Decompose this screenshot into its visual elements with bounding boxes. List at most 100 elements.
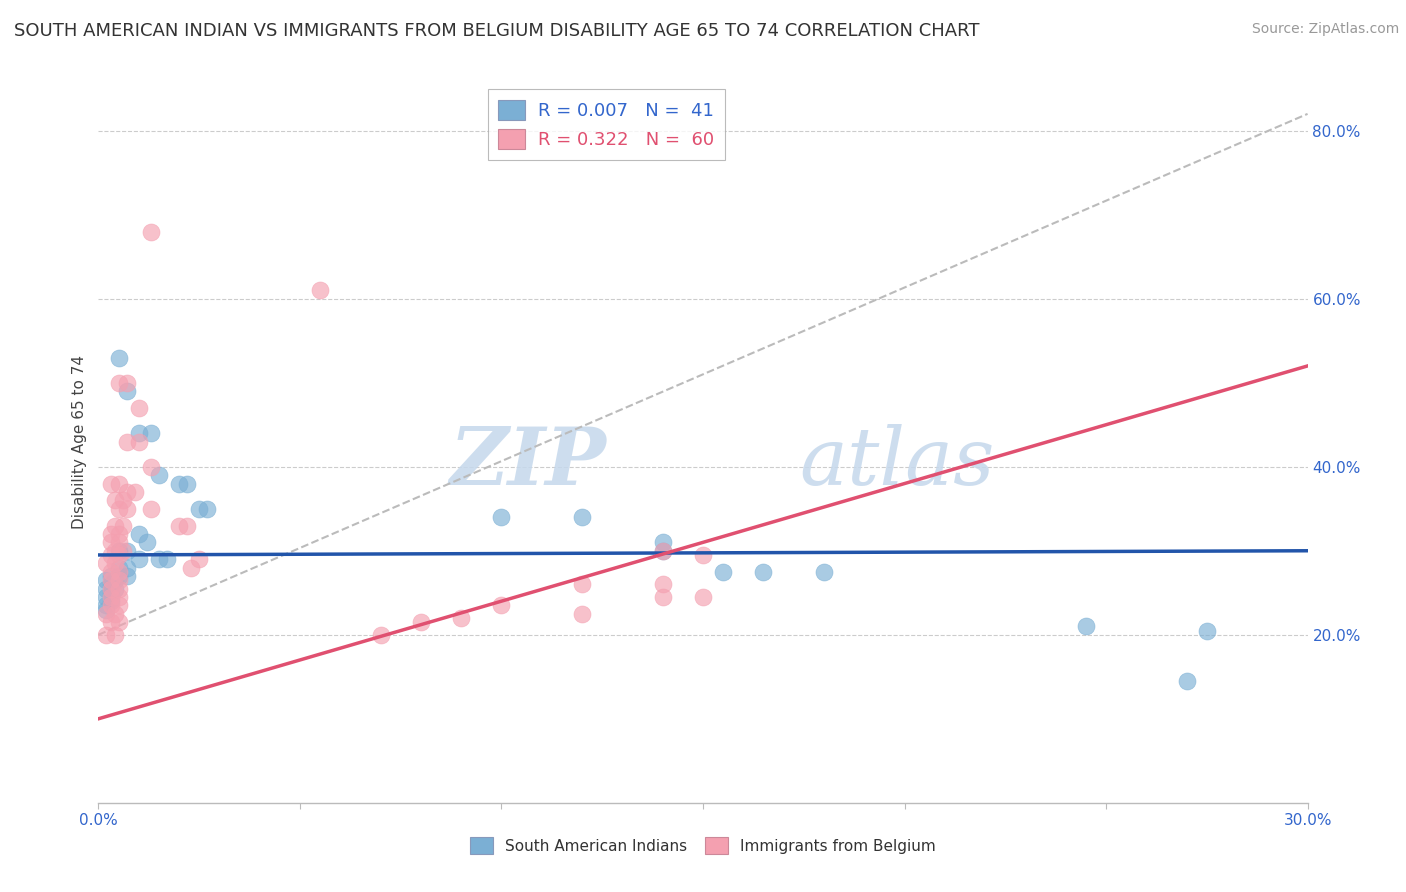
Point	[103, 543, 125, 558]
Point	[711, 565, 734, 579]
Point	[96, 602, 118, 616]
Point	[107, 590, 129, 604]
Point	[195, 501, 218, 516]
Point	[692, 590, 714, 604]
Point	[96, 607, 118, 621]
Point	[128, 552, 150, 566]
Point	[651, 590, 673, 604]
Point	[103, 628, 125, 642]
Point	[139, 501, 162, 516]
Point	[107, 615, 129, 630]
Point	[571, 607, 593, 621]
Point	[100, 577, 122, 591]
Point	[115, 501, 138, 516]
Point	[100, 582, 122, 596]
Point	[1175, 673, 1198, 688]
Point	[309, 283, 332, 297]
Point	[115, 376, 138, 390]
Point	[100, 590, 122, 604]
Point	[128, 434, 150, 449]
Point	[96, 573, 118, 587]
Point	[139, 459, 162, 474]
Point	[1195, 624, 1218, 638]
Point	[111, 543, 134, 558]
Point	[491, 599, 513, 613]
Point	[100, 565, 122, 579]
Point	[188, 501, 211, 516]
Point	[135, 535, 157, 549]
Point	[752, 565, 775, 579]
Point	[107, 535, 129, 549]
Text: atlas: atlas	[800, 425, 995, 502]
Point	[100, 535, 122, 549]
Point	[103, 493, 125, 508]
Point	[167, 476, 190, 491]
Point	[450, 611, 472, 625]
Point	[115, 434, 138, 449]
Text: Source: ZipAtlas.com: Source: ZipAtlas.com	[1251, 22, 1399, 37]
Point	[107, 569, 129, 583]
Point	[96, 628, 118, 642]
Point	[115, 569, 138, 583]
Point	[100, 569, 122, 583]
Point	[111, 493, 134, 508]
Point	[115, 384, 138, 398]
Point	[107, 351, 129, 365]
Point	[96, 557, 118, 571]
Point	[100, 599, 122, 613]
Point	[651, 577, 673, 591]
Point	[128, 527, 150, 541]
Point	[100, 548, 122, 562]
Point	[100, 527, 122, 541]
Point	[103, 518, 125, 533]
Point	[107, 476, 129, 491]
Point	[107, 501, 129, 516]
Point	[96, 599, 118, 613]
Point	[115, 543, 138, 558]
Point	[571, 577, 593, 591]
Point	[100, 586, 122, 600]
Point	[148, 468, 170, 483]
Point	[571, 510, 593, 524]
Point	[167, 518, 190, 533]
Text: SOUTH AMERICAN INDIAN VS IMMIGRANTS FROM BELGIUM DISABILITY AGE 65 TO 74 CORRELA: SOUTH AMERICAN INDIAN VS IMMIGRANTS FROM…	[14, 22, 980, 40]
Point	[651, 543, 673, 558]
Point	[115, 485, 138, 500]
Point	[139, 225, 162, 239]
Point	[107, 573, 129, 587]
Point	[107, 376, 129, 390]
Point	[651, 543, 673, 558]
Legend: South American Indians, Immigrants from Belgium: South American Indians, Immigrants from …	[464, 831, 942, 860]
Point	[115, 560, 138, 574]
Point	[813, 565, 835, 579]
Point	[107, 548, 129, 562]
Point	[100, 476, 122, 491]
Point	[156, 552, 179, 566]
Point	[103, 607, 125, 621]
Point	[96, 590, 118, 604]
Point	[100, 573, 122, 587]
Point	[139, 426, 162, 441]
Point	[100, 615, 122, 630]
Point	[96, 582, 118, 596]
Text: ZIP: ZIP	[450, 425, 606, 502]
Point	[107, 527, 129, 541]
Point	[148, 552, 170, 566]
Point	[107, 565, 129, 579]
Point	[1074, 619, 1097, 633]
Point	[128, 401, 150, 415]
Point	[100, 594, 122, 608]
Point	[103, 557, 125, 571]
Point	[188, 552, 211, 566]
Point	[651, 535, 673, 549]
Point	[103, 582, 125, 596]
Point	[107, 599, 129, 613]
Y-axis label: Disability Age 65 to 74: Disability Age 65 to 74	[72, 354, 87, 529]
Point	[111, 518, 134, 533]
Point	[692, 548, 714, 562]
Point	[103, 573, 125, 587]
Point	[180, 560, 202, 574]
Point	[176, 518, 198, 533]
Point	[409, 615, 432, 630]
Point	[491, 510, 513, 524]
